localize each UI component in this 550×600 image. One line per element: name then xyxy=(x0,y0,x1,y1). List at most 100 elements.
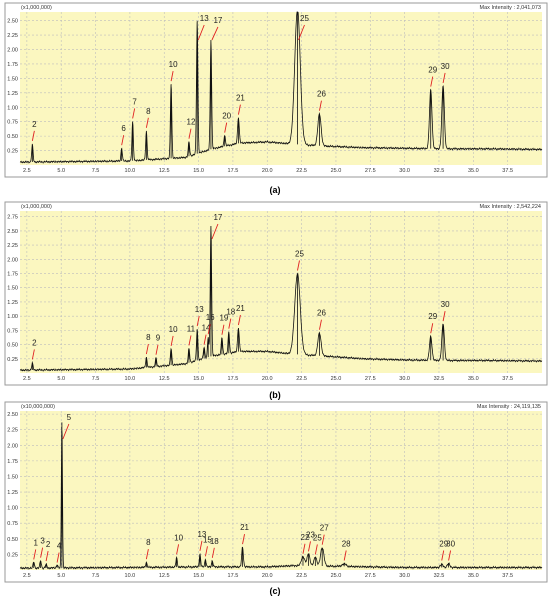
x-tick-label: 22.5 xyxy=(296,573,307,579)
x-tick-label: 22.5 xyxy=(296,168,307,174)
peak-leader-line xyxy=(228,318,232,329)
peak-label: 30 xyxy=(441,62,450,71)
peak-leader-line xyxy=(45,550,49,562)
peak-leader-line xyxy=(319,319,322,330)
max-intensity-label: Max Intensity : 2,041,073 xyxy=(480,5,541,11)
peak-leader-line xyxy=(319,100,322,111)
peak-leader-line xyxy=(188,335,192,346)
y-tick-label: 1.00 xyxy=(7,314,18,320)
peak-label: 25 xyxy=(313,533,322,542)
y-tick-label: 0.75 xyxy=(7,521,18,527)
x-tick-label: 27.5 xyxy=(365,573,376,579)
peak-label: 10 xyxy=(169,325,178,334)
peak-label: 28 xyxy=(342,540,351,549)
y-tick-label: 0.75 xyxy=(7,120,18,126)
y-tick-label: 1.50 xyxy=(7,76,18,82)
x-tick-label: 32.5 xyxy=(434,168,445,174)
peak-label: 18 xyxy=(226,308,235,317)
peak-leader-line xyxy=(308,541,311,552)
peak-leader-line xyxy=(442,311,446,322)
peak-leader-line xyxy=(170,335,174,347)
peak-label: 30 xyxy=(446,539,455,548)
peak-leader-line xyxy=(145,117,149,128)
x-tick-label: 20.0 xyxy=(262,376,273,382)
peak-label: 8 xyxy=(146,538,151,547)
peak-leader-line xyxy=(430,323,434,334)
x-tick-label: 27.5 xyxy=(365,376,376,382)
x-tick-label: 5.0 xyxy=(57,168,65,174)
x-tick-label: 7.5 xyxy=(92,376,100,382)
y-tick-label: 1.25 xyxy=(7,490,18,496)
plot-area xyxy=(20,411,542,570)
x-tick-label: 5.0 xyxy=(57,376,65,382)
y-tick-label: 1.00 xyxy=(7,506,18,512)
x-tick-label: 12.5 xyxy=(159,168,170,174)
peak-label: 23 xyxy=(306,530,315,539)
peak-leader-line xyxy=(145,343,149,355)
peak-leader-line xyxy=(62,423,70,440)
x-tick-label: 10.0 xyxy=(125,376,136,382)
peak-label: 10 xyxy=(174,533,183,542)
peak-leader-line xyxy=(298,24,305,41)
peak-leader-line xyxy=(132,108,136,119)
peak-leader-line xyxy=(297,260,300,271)
peak-label: 13 xyxy=(195,305,204,314)
x-tick-label: 5.0 xyxy=(57,573,65,579)
peak-leader-line xyxy=(56,552,60,563)
peak-label: 29 xyxy=(439,540,448,549)
x-tick-label: 15.0 xyxy=(193,573,204,579)
x-tick-label: 20.0 xyxy=(262,573,273,579)
peak-leader-line xyxy=(442,72,446,84)
peak-leader-line xyxy=(31,349,35,360)
x-tick-label: 25.0 xyxy=(331,376,342,382)
peak-label: 3 xyxy=(40,537,45,546)
peak-label: 30 xyxy=(441,300,450,309)
y-tick-label: 1.00 xyxy=(7,105,18,111)
peak-leader-line xyxy=(203,334,207,345)
peak-label: 14 xyxy=(202,324,211,333)
peak-leader-line xyxy=(205,546,208,557)
peak-label: 19 xyxy=(219,314,228,323)
x-tick-label: 7.5 xyxy=(92,573,100,579)
y-tick-label: 1.75 xyxy=(7,272,18,278)
y-tick-label: 0.75 xyxy=(7,328,18,334)
x-tick-label: 27.5 xyxy=(365,168,376,174)
x-tick-label: 15.0 xyxy=(193,376,204,382)
x-tick-label: 22.5 xyxy=(296,376,307,382)
peak-leader-line xyxy=(207,324,211,335)
peak-label: 8 xyxy=(146,107,151,116)
chromatogram-trace xyxy=(19,11,543,164)
peak-label: 10 xyxy=(169,60,178,69)
y-tick-label: 2.50 xyxy=(7,19,18,25)
intensity-scale-label: (x1,000,000) xyxy=(21,5,52,11)
y-tick-label: 2.50 xyxy=(7,412,18,418)
peak-label: 2 xyxy=(46,540,51,549)
chromatogram-trace xyxy=(19,422,543,571)
peak-label: 11 xyxy=(187,324,196,333)
y-tick-label: 2.00 xyxy=(7,48,18,54)
y-tick-label: 0.50 xyxy=(7,134,18,140)
peak-label: 7 xyxy=(132,97,137,106)
x-tick-label: 12.5 xyxy=(159,376,170,382)
peak-label: 13 xyxy=(197,530,206,539)
y-tick-label: 1.75 xyxy=(7,62,18,68)
peak-leader-line xyxy=(448,550,452,561)
peak-leader-line xyxy=(176,544,180,555)
peak-label: 27 xyxy=(320,524,329,533)
chart-panel-2: 2.5 5.0 7.5 10.0 12.5 15.0 17.5 20.0 22.5 25.0 27.… xyxy=(4,201,548,386)
x-tick-label: 30.0 xyxy=(399,168,410,174)
peak-label: 25 xyxy=(295,249,304,258)
x-tick-label: 10.0 xyxy=(125,168,136,174)
x-tick-label: 37.5 xyxy=(502,376,513,382)
chart-panel-3: 2.5 5.0 7.5 10.0 12.5 15.0 17.5 20.0 22.5 25.0 27.… xyxy=(4,401,548,583)
peak-leader-line xyxy=(155,344,159,355)
x-tick-label: 37.5 xyxy=(502,168,513,174)
y-tick-label: 2.50 xyxy=(7,229,18,235)
y-tick-label: 0.50 xyxy=(7,343,18,349)
y-tick-label: 1.50 xyxy=(7,474,18,480)
x-tick-label: 7.5 xyxy=(92,168,100,174)
chromatogram-trace xyxy=(19,225,543,372)
x-tick-label: 2.5 xyxy=(23,376,31,382)
panel-caption: (a) xyxy=(270,185,281,195)
